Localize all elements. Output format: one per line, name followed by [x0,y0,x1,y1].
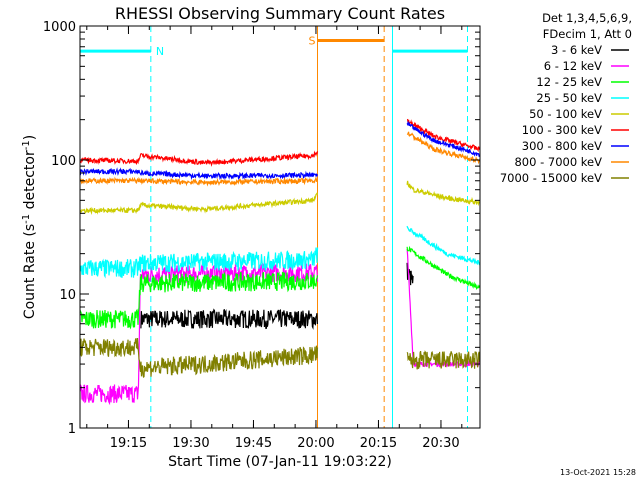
x-tick-label-5: 20:30 [422,436,459,451]
series-trace-7000-15000-keV-seg0 [79,337,319,378]
series-trace-100-300-keV-seg0 [79,150,319,167]
x-tick-label-3: 20:00 [297,436,334,451]
y-tick-label-0: 1 [68,422,76,437]
series-trace-12-25-keV-seg0 [79,271,319,330]
series-trace-6-12-keV-seg0 [79,262,319,406]
x-tick-label-1: 19:30 [172,436,209,451]
y-axis-label: Count Rate (s-1 detector-1) [21,135,38,319]
plot-layer: NS [79,26,481,428]
legend-label-3-6-keV: 3 - 6 keV [551,43,602,57]
axis-ticks: 1 10 100 1000 19:15 19:30 19:45 20:00 20:15 20:30 [43,20,480,451]
series-trace-3-6-keV-seg0 [140,308,318,330]
legend-label-50-100-keV: 50 - 100 keV [529,107,602,121]
legend-label-25-50-keV: 25 - 50 keV [536,91,602,105]
x-axis-label: Start Time (07-Jan-11 19:03:22) [168,454,392,470]
generated-timestamp: 13-Oct-2021 15:28 [560,468,636,477]
series-trace-300-800-keV-seg1 [406,120,480,157]
series-trace-25-50-keV-seg1 [406,225,481,266]
chart-title: RHESSI Observing Summary Count Rates [115,4,445,23]
legend-label-100-300-keV: 100 - 300 keV [522,123,602,137]
legend-header-line2: FDecim 1, Att 0 [543,27,632,41]
legend-header-line1: Det 1,3,4,5,6,9, [542,11,632,25]
legend-label-300-800-keV: 300 - 800 keV [522,139,602,153]
x-tick-label-0: 19:15 [110,436,147,451]
series-trace-800-7000-keV-seg0 [79,176,318,187]
legend-label-800-7000-keV: 800 - 7000 keV [514,155,602,169]
y-tick-label-2: 100 [51,154,76,169]
series-trace-300-800-keV-seg0 [79,167,319,181]
series-trace-7000-15000-keV-seg1 [406,350,481,370]
series-trace-12-25-keV-seg1 [406,245,481,290]
series-trace-50-100-keV-seg0 [79,191,319,216]
y-tick-label-1: 10 [59,288,76,303]
x-tick-label-4: 20:15 [360,436,397,451]
legend-label-6-12-keV: 6 - 12 keV [544,59,602,73]
series-trace-50-100-keV-seg1 [406,180,480,207]
series-trace-25-50-keV-seg0 [79,247,319,279]
series-trace-800-7000-keV-seg1 [406,131,480,165]
x-tick-label-2: 19:45 [235,436,272,451]
y-tick-label-3: 1000 [43,20,76,35]
legend: Det 1,3,4,5,6,9, FDecim 1, Att 0 3 - 6 k… [500,11,632,185]
legend-label-12-25-keV: 12 - 25 keV [536,75,602,89]
legend-label-7000-15000-keV: 7000 - 15000 keV [500,171,602,185]
flag-label-1: S [309,34,316,47]
plot-frame [79,25,481,429]
flag-label-0: N [156,45,164,58]
